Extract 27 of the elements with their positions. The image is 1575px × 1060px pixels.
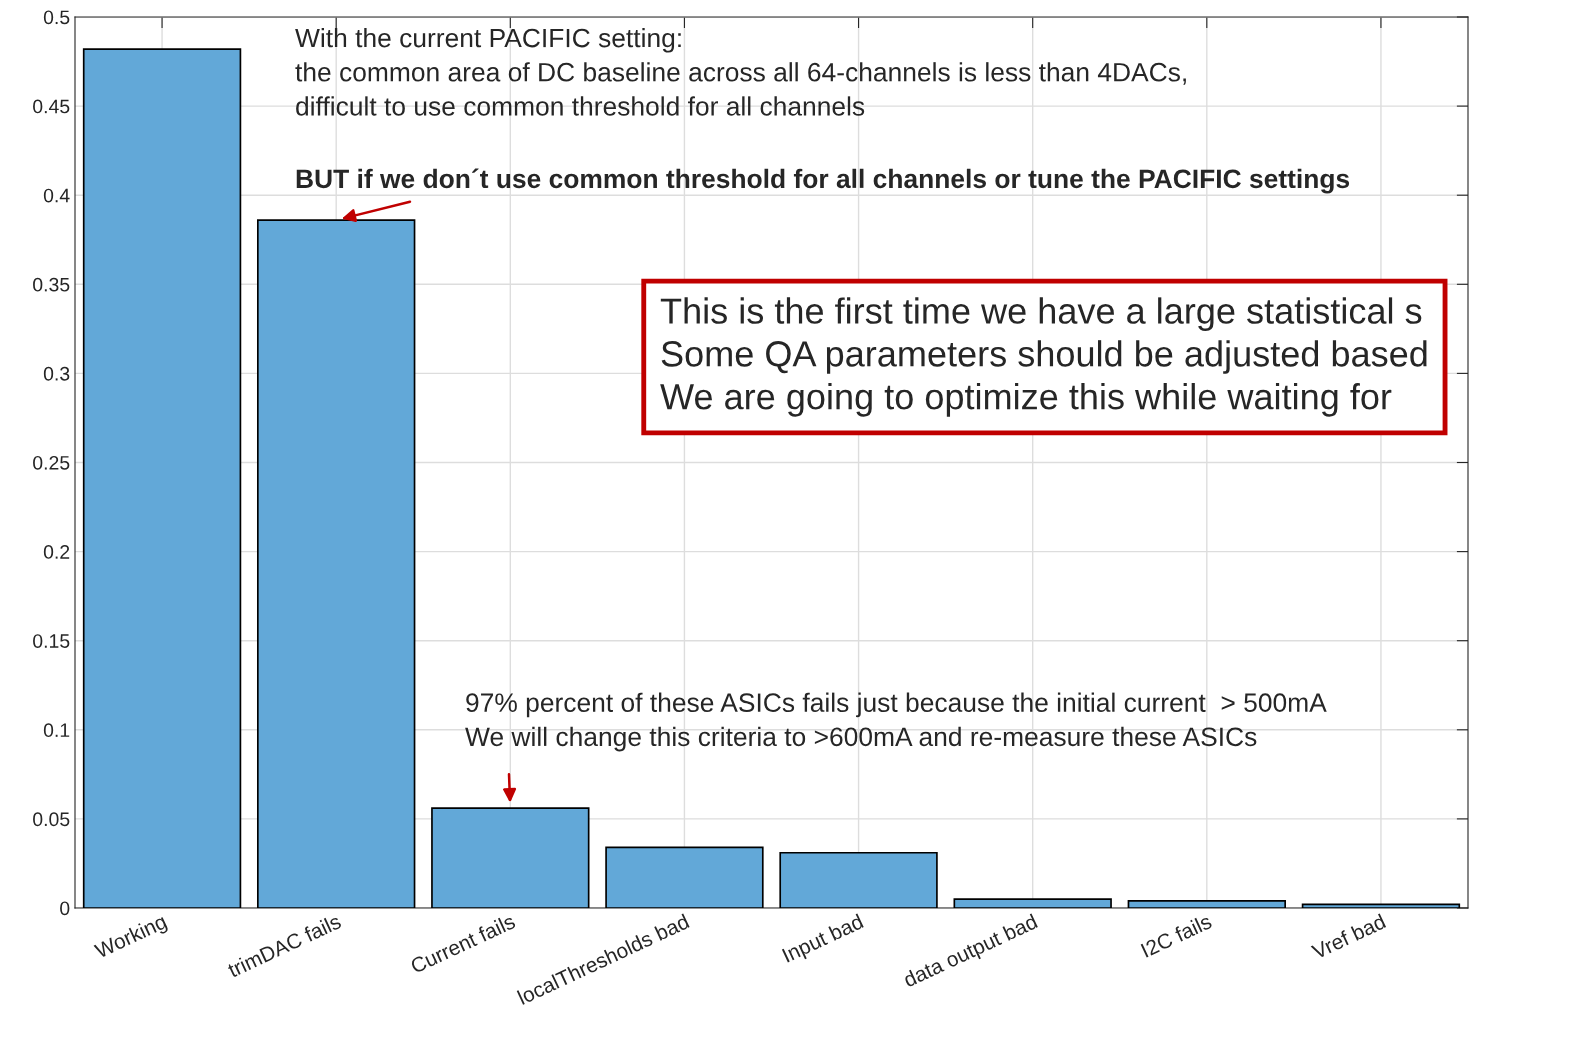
annotation: 97% percent of these ASICs fails just because the initial current > 500mA We will change this criteria to >600mA and re-measure these ASICs xyxy=(465,692,1327,752)
bar xyxy=(82,48,242,908)
bar xyxy=(431,807,590,908)
y-tick-label: 0.3 xyxy=(43,366,70,381)
y-tick-label: 0.2 xyxy=(43,545,70,559)
annotation: This is the first time we have a large statistical s Some QA parameters should be adjusted based We are going to optimize this while waiting for xyxy=(660,297,1427,417)
y-tick-label: 0 xyxy=(60,901,70,916)
bar xyxy=(605,846,764,908)
y-tick-label: 0.4 xyxy=(43,188,70,203)
y-tick-label: 0.45 xyxy=(33,99,70,114)
y-tick-label: 0.5 xyxy=(43,10,70,25)
bar xyxy=(953,898,1112,908)
bar xyxy=(1127,900,1287,908)
y-tick-label: 0.05 xyxy=(33,812,70,827)
bar xyxy=(256,219,416,908)
bar xyxy=(779,851,938,908)
x-tick-label: I2C fails xyxy=(1140,913,1213,958)
y-tick-label: 0.1 xyxy=(43,723,70,738)
bar xyxy=(1301,903,1461,908)
y-tick-label: 0.25 xyxy=(33,455,70,470)
y-tick-label: 0.35 xyxy=(33,277,70,292)
annotation: With the current PACIFIC setting: the common area of DC baseline across all 64-channels is less than 4DACs, difficult to use common threshold for all channels xyxy=(295,28,1186,116)
x-tick-label: Vref bad xyxy=(1310,913,1387,960)
x-tick-label: Input bad xyxy=(781,913,866,967)
x-tick-label: data output bad xyxy=(902,913,1040,992)
y-tick-label: 0.15 xyxy=(33,634,70,648)
annotation: BUT if we don´t use common threshold for all channels or tune the PACIFIC settings xyxy=(296,168,1350,194)
